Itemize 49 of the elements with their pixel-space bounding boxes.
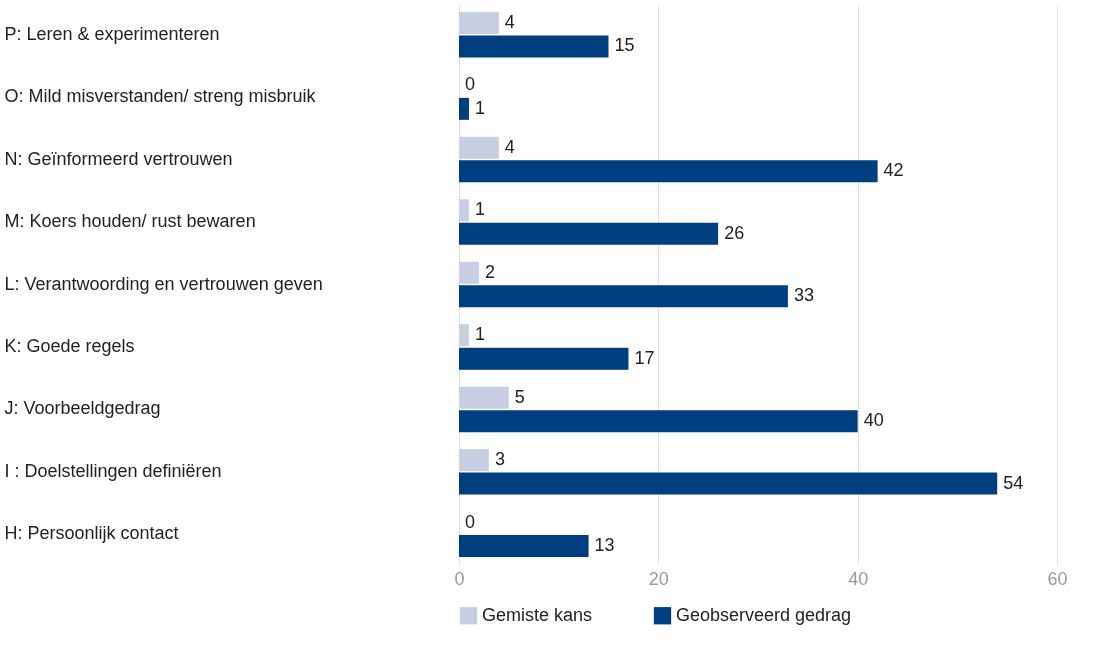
y-tick-label: L: Verantwoording en vertrouwen geven — [4, 273, 323, 294]
y-tick-label: J: Voorbeeldgedrag — [4, 398, 161, 419]
bar — [459, 261, 479, 284]
y-tick-label: N: Geïnformeerd vertrouwen — [4, 148, 233, 169]
bar — [459, 410, 858, 433]
data-label: 54 — [1003, 472, 1024, 493]
bar — [459, 386, 509, 409]
bar — [459, 136, 499, 159]
data-label: 0 — [465, 511, 476, 532]
x-tick-label: 0 — [454, 568, 465, 589]
data-label: 1 — [474, 97, 485, 118]
data-label: 5 — [514, 386, 525, 407]
bar — [459, 222, 719, 245]
bar — [459, 449, 489, 472]
y-tick-label: P: Leren & experimenteren — [4, 23, 220, 44]
y-tick-label: I : Doelstellingen definiëren — [4, 460, 222, 481]
y-tick-label: K: Goede regels — [4, 335, 135, 356]
data-label: 4 — [504, 11, 515, 32]
data-label: 26 — [724, 222, 745, 243]
bar — [459, 472, 998, 495]
data-label: 0 — [465, 74, 476, 95]
data-label: 17 — [634, 347, 655, 368]
y-tick-label: M: Koers houden/ rust bewaren — [4, 211, 256, 232]
data-label: 33 — [793, 285, 814, 306]
bar — [459, 35, 609, 58]
y-tick-label: H: Persoonlijk contact — [4, 523, 179, 544]
data-label: 2 — [484, 261, 495, 282]
data-label: 3 — [494, 449, 505, 470]
data-label: 15 — [614, 35, 635, 56]
bar — [459, 160, 878, 183]
x-tick-label: 20 — [648, 568, 669, 589]
legend-label: Geobserveerd gedrag — [676, 604, 852, 625]
data-label: 1 — [474, 199, 485, 220]
bar — [459, 535, 589, 558]
data-label: 40 — [863, 410, 884, 431]
x-tick-label: 40 — [848, 568, 869, 589]
data-label: 42 — [883, 160, 904, 181]
data-label: 13 — [594, 535, 615, 556]
y-tick-label: O: Mild misverstanden/ streng misbruik — [4, 86, 317, 107]
bar — [459, 347, 629, 370]
bar — [459, 285, 788, 308]
legend-label: Gemiste kans — [482, 604, 593, 625]
bar — [459, 97, 469, 120]
bar — [459, 324, 469, 347]
data-label: 1 — [474, 324, 485, 345]
data-label: 4 — [504, 136, 515, 157]
bar — [459, 199, 469, 222]
x-tick-label: 60 — [1047, 568, 1068, 589]
bar — [459, 11, 499, 34]
